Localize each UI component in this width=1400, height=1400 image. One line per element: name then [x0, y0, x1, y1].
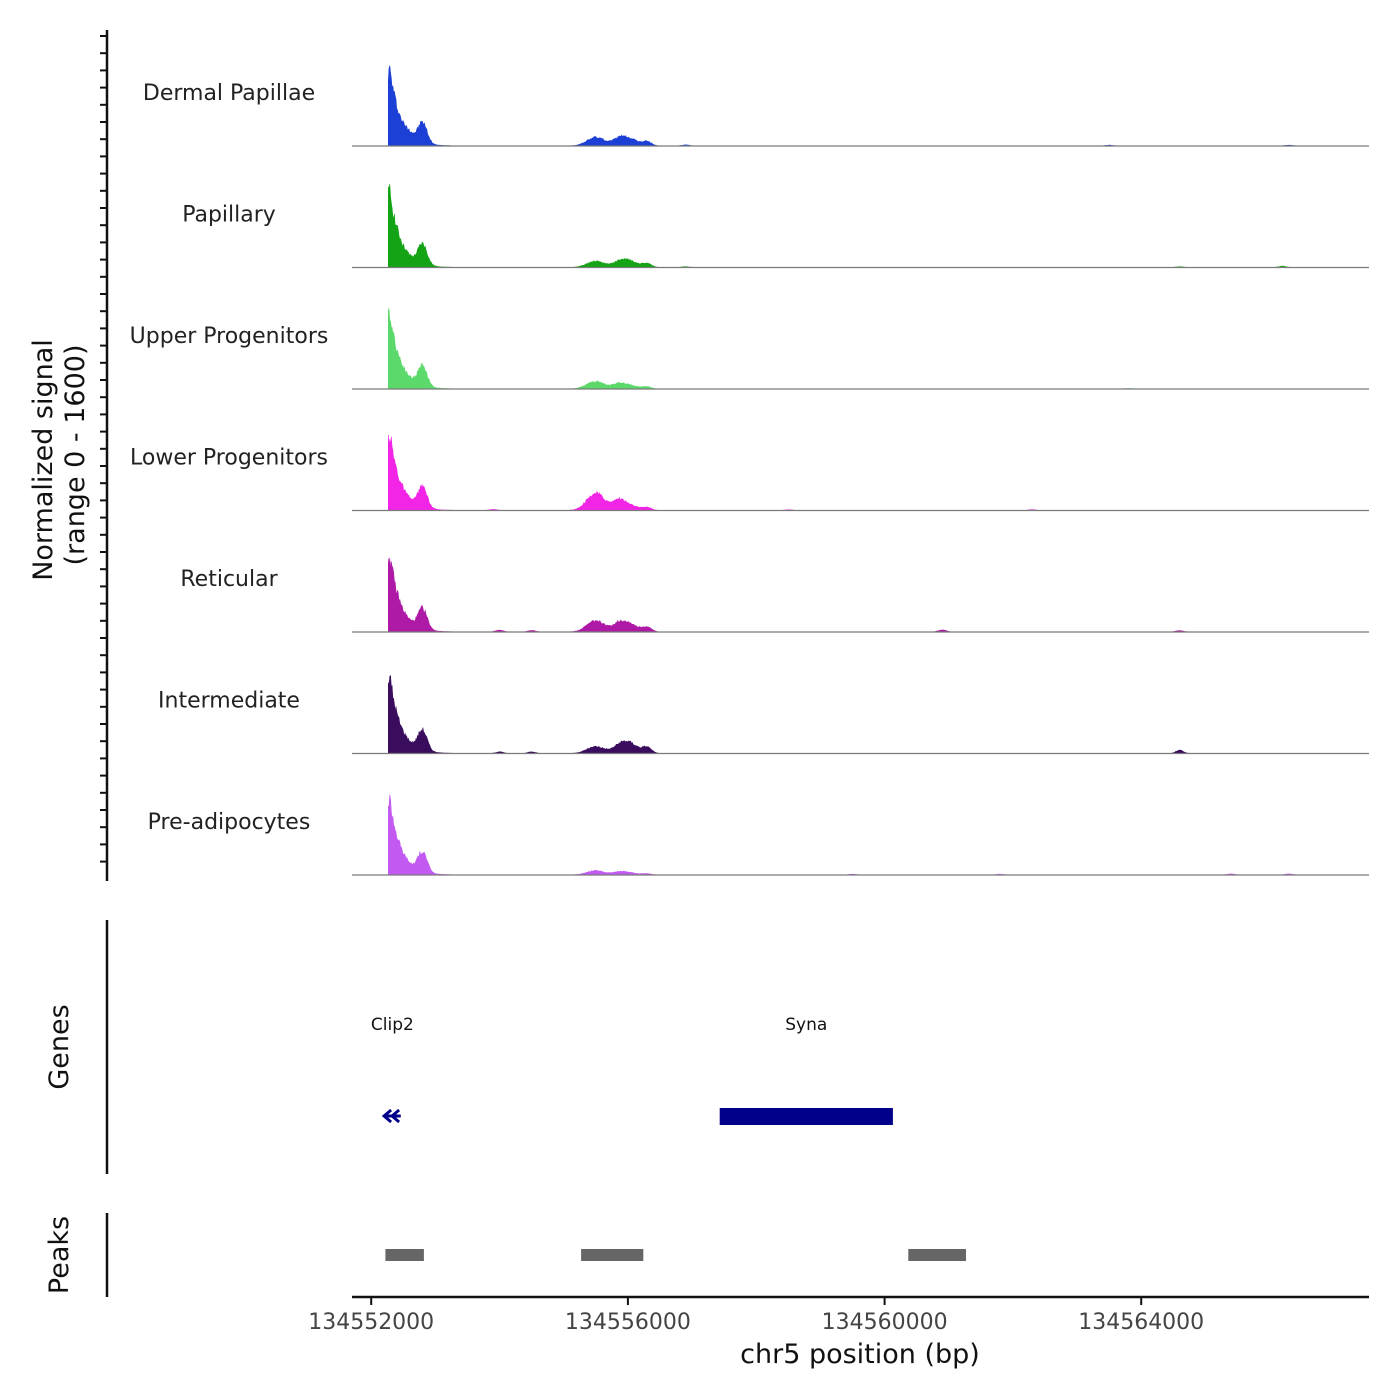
coverage-area-lower-progenitors: [388, 434, 1347, 511]
track-lower-progenitors: Lower Progenitors: [130, 434, 1369, 512]
track-intermediate: Intermediate: [158, 675, 1369, 755]
track-reticular: Reticular: [180, 557, 1369, 633]
coverage-area-reticular: [388, 557, 1347, 633]
peak-region: [385, 1249, 424, 1261]
track-label-dermal-papillae: Dermal Papillae: [143, 81, 315, 106]
y-axis-title: Normalized signal: [28, 339, 59, 581]
gene-label-syna: Syna: [785, 1015, 827, 1035]
y-axis-range: (range 0 - 1600): [60, 345, 91, 566]
peaks-track-title: Peaks: [44, 1216, 75, 1294]
track-papillary: Papillary: [182, 184, 1369, 269]
track-label-intermediate: Intermediate: [158, 689, 300, 714]
gene-model-syna: [719, 1108, 893, 1125]
peak-track: [385, 1249, 966, 1261]
x-tick-label: 134556000: [565, 1310, 691, 1335]
x-tick-label: 134552000: [308, 1310, 434, 1335]
coverage-tracks: Dermal Papillae Papillary Upper Progenitor…: [130, 65, 1369, 876]
coverage-area-dermal-papillae: [388, 65, 1347, 147]
x-axis-title: chr5 position (bp): [740, 1339, 980, 1370]
track-label-reticular: Reticular: [180, 567, 278, 592]
genes-track-title: Genes: [44, 1004, 75, 1089]
coverage-area-upper-progenitors: [388, 308, 1347, 390]
x-axis-ticks: 134552000 134556000 134560000 134564000: [308, 1297, 1204, 1335]
signal-y-ticks: [100, 35, 107, 863]
peak-region: [581, 1249, 644, 1261]
track-label-papillary: Papillary: [182, 203, 276, 228]
gene-label-clip2: Clip2: [371, 1015, 414, 1035]
track-upper-progenitors: Upper Progenitors: [130, 308, 1369, 390]
gene-track: Clip2 Syna: [371, 1015, 893, 1125]
gene-model-clip2: [381, 1108, 401, 1124]
x-tick-label: 134564000: [1078, 1310, 1204, 1335]
track-dermal-papillae: Dermal Papillae: [143, 65, 1369, 147]
coverage-area-intermediate: [388, 675, 1347, 754]
track-pre-adipocytes: Pre-adipocytes: [148, 794, 1369, 876]
track-label-upper-progenitors: Upper Progenitors: [130, 324, 329, 349]
track-label-lower-progenitors: Lower Progenitors: [130, 446, 328, 471]
track-label-pre-adipocytes: Pre-adipocytes: [148, 810, 311, 835]
x-tick-label: 134560000: [822, 1310, 948, 1335]
coverage-area-papillary: [388, 184, 1347, 268]
coverage-area-pre-adipocytes: [388, 794, 1347, 876]
peak-region: [908, 1249, 966, 1261]
